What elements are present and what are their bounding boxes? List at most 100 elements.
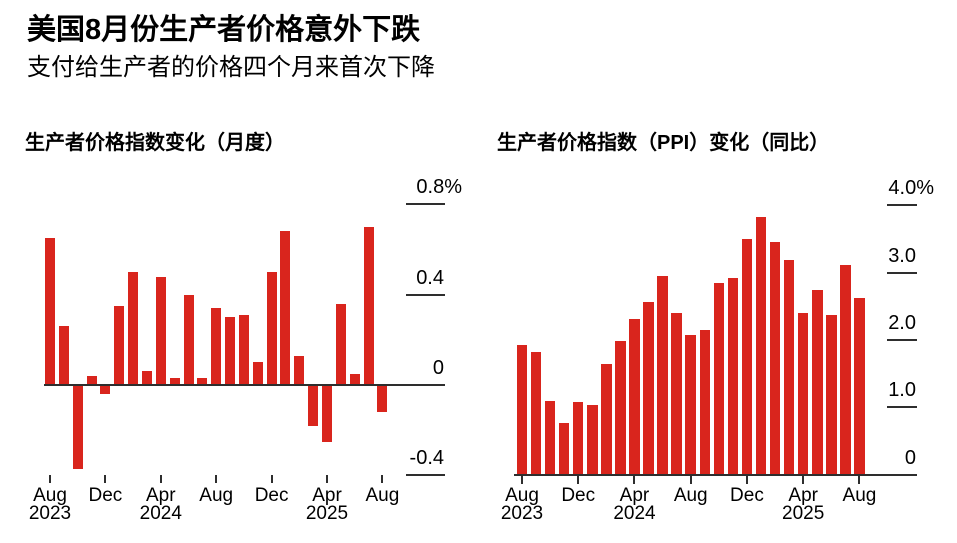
ytick-label: 0 bbox=[432, 357, 444, 379]
ytick-label: 0.8% bbox=[416, 176, 462, 199]
bar bbox=[169, 378, 180, 385]
ytick-stub bbox=[406, 203, 445, 206]
bar bbox=[558, 422, 570, 475]
month-label: Aug bbox=[199, 485, 234, 506]
ytick-label: 2.0 bbox=[888, 311, 916, 334]
xtick-mark bbox=[381, 475, 384, 483]
bar bbox=[86, 375, 97, 385]
bar bbox=[544, 401, 556, 475]
month-label: Dec bbox=[730, 485, 764, 506]
ytick-label: 1.0 bbox=[888, 379, 916, 402]
year-label: 2024 bbox=[139, 503, 182, 524]
bar bbox=[783, 260, 795, 475]
xtick-mark bbox=[633, 475, 636, 484]
month-label: Aug bbox=[842, 485, 877, 506]
bar bbox=[826, 314, 837, 475]
ytick-label: 0 bbox=[904, 446, 916, 469]
month-label: Aug bbox=[673, 485, 708, 506]
page-subtitle: 支付给生产者的价格四个月来首次下降 bbox=[27, 54, 435, 81]
x-axis-line bbox=[514, 473, 917, 476]
bar bbox=[45, 238, 55, 385]
xtick-mark bbox=[215, 475, 218, 483]
month-label: Aug bbox=[365, 485, 400, 506]
xtick-mark bbox=[521, 475, 523, 484]
ytick-stub bbox=[406, 474, 445, 477]
bar bbox=[155, 276, 166, 385]
yoy-chart-title: 生产者价格指数（PPI）变化（同比） bbox=[497, 132, 830, 154]
bar bbox=[812, 290, 823, 475]
xtick-mark bbox=[745, 475, 748, 484]
ytick-stub bbox=[887, 271, 917, 274]
bar bbox=[671, 312, 682, 475]
xtick-mark bbox=[159, 475, 162, 483]
month-label: Apr bbox=[619, 485, 650, 506]
month-label: Dec bbox=[88, 485, 123, 506]
bar bbox=[377, 385, 388, 413]
ytick-stub bbox=[887, 406, 917, 409]
bar bbox=[769, 242, 781, 475]
bar bbox=[100, 385, 111, 395]
bar bbox=[643, 302, 654, 475]
bar bbox=[587, 404, 598, 475]
bar bbox=[727, 277, 739, 475]
bar bbox=[530, 352, 542, 475]
bar bbox=[516, 344, 528, 475]
month-label: Apr bbox=[788, 485, 818, 506]
bar bbox=[280, 231, 291, 385]
bar bbox=[322, 385, 332, 442]
bar bbox=[363, 226, 374, 385]
year-label: 2025 bbox=[782, 503, 825, 524]
bar bbox=[797, 312, 809, 475]
month-label: Aug bbox=[33, 485, 67, 506]
bar bbox=[197, 378, 208, 385]
bar bbox=[211, 308, 222, 385]
ytick-label: 0.4 bbox=[416, 266, 444, 289]
bar bbox=[114, 305, 125, 385]
year-label: 2023 bbox=[28, 503, 72, 524]
ytick-label: 3.0 bbox=[888, 244, 916, 267]
bar bbox=[294, 355, 305, 385]
ytick-label: -0.4 bbox=[409, 447, 444, 470]
month-label: Dec bbox=[254, 485, 289, 506]
bar bbox=[183, 294, 194, 385]
xtick-mark bbox=[577, 475, 580, 484]
bar bbox=[335, 303, 346, 385]
bar bbox=[72, 385, 83, 469]
x-axis-line bbox=[44, 384, 445, 386]
xtick-mark bbox=[689, 475, 692, 484]
bar bbox=[657, 275, 668, 475]
bar bbox=[128, 272, 139, 385]
bar bbox=[572, 402, 584, 475]
bar bbox=[854, 298, 865, 475]
month-label: Apr bbox=[312, 485, 342, 506]
bar bbox=[755, 217, 767, 475]
bar bbox=[713, 283, 725, 475]
bar bbox=[141, 371, 152, 385]
xtick-mark bbox=[104, 475, 107, 483]
bar bbox=[615, 341, 626, 475]
year-label: 2025 bbox=[305, 503, 349, 524]
ytick-stub bbox=[406, 293, 445, 296]
bar bbox=[308, 385, 319, 426]
xtick-mark bbox=[802, 475, 805, 484]
monthly-chart-title: 生产者价格指数变化（月度） bbox=[25, 132, 285, 154]
bar bbox=[225, 317, 236, 385]
bar bbox=[349, 373, 360, 385]
bar bbox=[685, 335, 696, 475]
year-label: 2023 bbox=[500, 503, 544, 524]
xtick-mark bbox=[49, 475, 51, 483]
month-label: Dec bbox=[561, 485, 596, 506]
ytick-label: 4.0% bbox=[888, 177, 934, 200]
ytick-stub bbox=[887, 204, 917, 207]
page-title: 美国8月份生产者价格意外下跌 bbox=[27, 14, 421, 46]
xtick-mark bbox=[270, 475, 273, 483]
xtick-mark bbox=[858, 475, 861, 484]
bar bbox=[840, 265, 851, 475]
month-label: Aug bbox=[505, 485, 539, 506]
bar bbox=[629, 319, 640, 475]
xtick-mark bbox=[326, 475, 328, 483]
ytick-stub bbox=[887, 338, 917, 341]
bar bbox=[58, 326, 69, 385]
month-label: Apr bbox=[146, 485, 176, 506]
